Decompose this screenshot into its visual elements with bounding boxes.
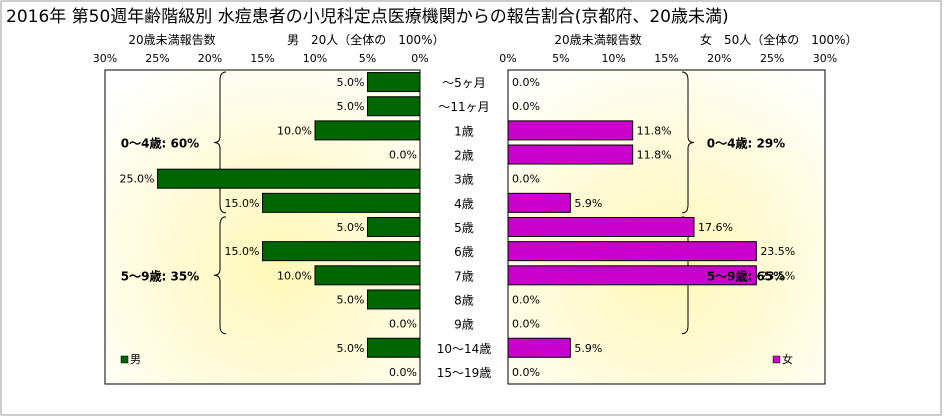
right-group-label: 0〜4歳: 29%: [707, 135, 785, 150]
female-value-label: 0.0%: [512, 100, 540, 113]
female-value-label: 5.9%: [574, 342, 602, 355]
male-bar: [367, 337, 421, 358]
left-header-label: 20歳未満報告数: [128, 32, 215, 47]
female-legend-swatch: [772, 355, 781, 364]
male-value-label: 0.0%: [389, 366, 417, 379]
left-group-brace: [213, 216, 227, 335]
male-value-label: 5.0%: [337, 221, 365, 234]
category-label: 10〜14歳: [437, 342, 492, 356]
female-bar: [507, 192, 571, 213]
female-bar: [507, 144, 634, 165]
left-header-title: 男 20人（全体の 100%）: [287, 32, 445, 47]
male-value-label: 5.0%: [337, 293, 365, 306]
male-bar: [157, 168, 421, 189]
male-legend-swatch: [120, 355, 129, 364]
male-bar: [314, 265, 421, 286]
right-tick-label: 0%: [499, 52, 516, 65]
right-header-label: 20歳未満報告数: [554, 32, 641, 47]
female-value-label: 23.5%: [760, 269, 795, 282]
left-tick-label: 0%: [411, 52, 428, 65]
category-label: 15〜19歳: [437, 366, 492, 380]
female-value-label: 5.9%: [574, 197, 602, 210]
female-value-label: 0.0%: [512, 366, 540, 379]
chart-title: 2016年 第50週年齢階級別 水痘患者の小児科定点医療機関からの報告割合(京都…: [6, 7, 729, 27]
female-bar: [507, 337, 571, 358]
male-value-label: 10.0%: [277, 269, 312, 282]
female-value-label: 23.5%: [760, 245, 795, 258]
left-tick-label: 5%: [359, 52, 376, 65]
left-group-brace: [213, 71, 227, 214]
right-tick-label: 10%: [601, 52, 625, 65]
male-value-label: 0.0%: [389, 149, 417, 162]
category-label: 1歳: [454, 124, 474, 138]
left-group-label: 5〜9歳: 35%: [121, 268, 199, 283]
male-value-label: 0.0%: [389, 318, 417, 331]
male-value-label: 15.0%: [225, 245, 260, 258]
category-label: 8歳: [454, 293, 474, 307]
male-value-label: 5.0%: [337, 100, 365, 113]
male-bar: [262, 241, 421, 262]
left-tick-label: 20%: [198, 52, 222, 65]
category-label: 4歳: [454, 197, 474, 211]
left-tick-label: 25%: [145, 52, 169, 65]
female-bar: [507, 265, 757, 286]
female-value-label: 0.0%: [512, 293, 540, 306]
right-tick-label: 20%: [707, 52, 731, 65]
female-value-label: 0.0%: [512, 76, 540, 89]
male-value-label: 10.0%: [277, 124, 312, 137]
female-value-label: 11.8%: [637, 124, 672, 137]
left-tick-label: 10%: [303, 52, 327, 65]
female-value-label: 0.0%: [512, 173, 540, 186]
category-label: 2歳: [454, 149, 474, 163]
male-bar: [262, 192, 421, 213]
category-label: 7歳: [454, 269, 474, 283]
right-group-brace: [681, 71, 695, 214]
male-value-label: 15.0%: [225, 197, 260, 210]
female-bar: [507, 120, 634, 141]
right-group-label: 5〜9歳: 65%: [707, 268, 785, 283]
female-bar: [507, 241, 757, 262]
right-header-title: 女 50人（全体の 100%）: [700, 32, 858, 47]
right-tick-label: 15%: [654, 52, 678, 65]
male-value-label: 5.0%: [337, 342, 365, 355]
left-tick-label: 30%: [93, 52, 117, 65]
female-bar: [507, 217, 695, 237]
male-bar: [367, 289, 421, 310]
male-bar: [367, 96, 421, 117]
category-label: 6歳: [454, 245, 474, 259]
right-tick-label: 5%: [552, 52, 569, 65]
left-group-label: 0〜4歳: 60%: [121, 135, 199, 150]
male-bar: [367, 217, 421, 237]
category-label: 5歳: [454, 221, 474, 235]
male-value-label: 5.0%: [337, 76, 365, 89]
left-tick-label: 15%: [250, 52, 274, 65]
female-value-label: 17.6%: [698, 221, 733, 234]
male-bar: [314, 120, 421, 141]
male-legend-label: 男: [130, 353, 141, 366]
male-value-label: 25.0%: [120, 173, 155, 186]
male-bar: [367, 72, 421, 93]
female-value-label: 0.0%: [512, 318, 540, 331]
category-label: 3歳: [454, 173, 474, 187]
category-label: 9歳: [454, 318, 474, 332]
right-tick-label: 25%: [760, 52, 784, 65]
right-tick-label: 30%: [813, 52, 837, 65]
category-label: 〜11ヶ月: [438, 100, 489, 114]
female-value-label: 11.8%: [637, 149, 672, 162]
female-legend-label: 女: [782, 352, 793, 366]
category-label: 〜5ヶ月: [442, 76, 486, 90]
